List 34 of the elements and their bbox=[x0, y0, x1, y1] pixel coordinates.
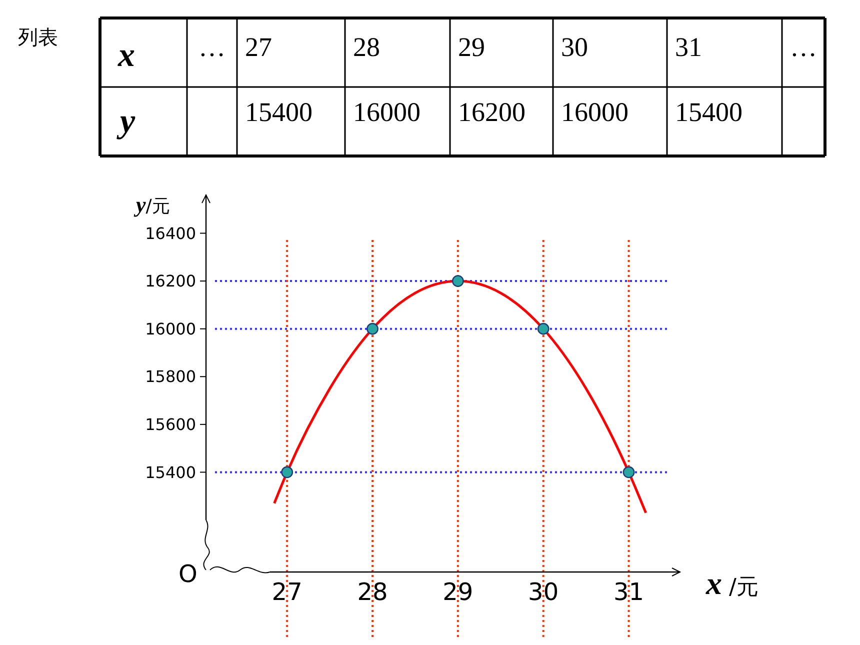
data-label: 15400 bbox=[245, 97, 312, 127]
point bbox=[281, 466, 294, 478]
y-tick-label: 16400 bbox=[145, 224, 196, 243]
data-label: 16000 bbox=[353, 97, 420, 127]
y-tick-label: 15600 bbox=[145, 415, 196, 434]
point bbox=[452, 275, 464, 287]
x-tick-label: 28 bbox=[357, 578, 388, 606]
y-tick-label: y bbox=[116, 103, 136, 140]
point bbox=[622, 466, 635, 478]
x-tick-label: 30 bbox=[528, 578, 559, 606]
x-tick-label: … bbox=[790, 32, 817, 62]
chart-title: 列表 bbox=[18, 25, 58, 49]
x-tick-label: 31 bbox=[675, 32, 702, 62]
y-tick-label: 16200 bbox=[145, 272, 196, 291]
x-tick-label: 27 bbox=[245, 32, 272, 62]
x-tick-label: 30 bbox=[561, 32, 588, 62]
x-axis-title: x bbox=[117, 37, 135, 74]
x-tick-label: 28 bbox=[353, 32, 380, 62]
data-label: 16000 bbox=[561, 97, 628, 127]
x-tick-label: 29 bbox=[458, 32, 485, 62]
y-tick-label: 16000 bbox=[145, 319, 196, 338]
point bbox=[537, 322, 550, 335]
x-axis-title: x /元 bbox=[705, 565, 758, 601]
data-label: 16200 bbox=[458, 97, 526, 127]
y-axis-title: y/元 bbox=[133, 192, 170, 217]
y-tick-label: 15800 bbox=[145, 367, 196, 386]
y-tick-label: 15400 bbox=[145, 462, 196, 482]
x-tick-label: … bbox=[198, 32, 226, 62]
x-tick-label: 29 bbox=[442, 578, 474, 606]
text: O bbox=[178, 560, 198, 588]
x-tick-label: 31 bbox=[613, 578, 644, 606]
x-tick-label: 27 bbox=[272, 578, 302, 606]
point bbox=[366, 322, 378, 335]
data-label: 15400 bbox=[675, 97, 742, 127]
